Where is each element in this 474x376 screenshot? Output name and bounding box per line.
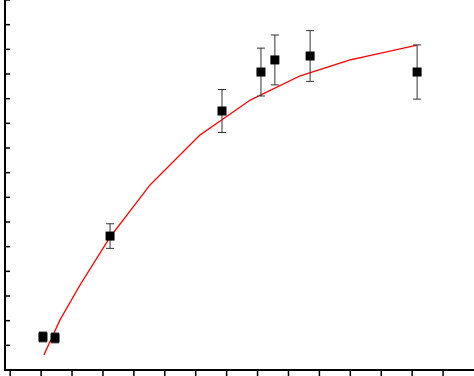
data-point [217,106,227,116]
data-point [412,67,422,77]
data-point [305,51,315,61]
fit-line [43,44,418,356]
data-point [270,55,280,65]
data-point [38,332,48,342]
data-point [105,231,115,241]
data-point [256,67,266,77]
data-point [50,333,60,343]
